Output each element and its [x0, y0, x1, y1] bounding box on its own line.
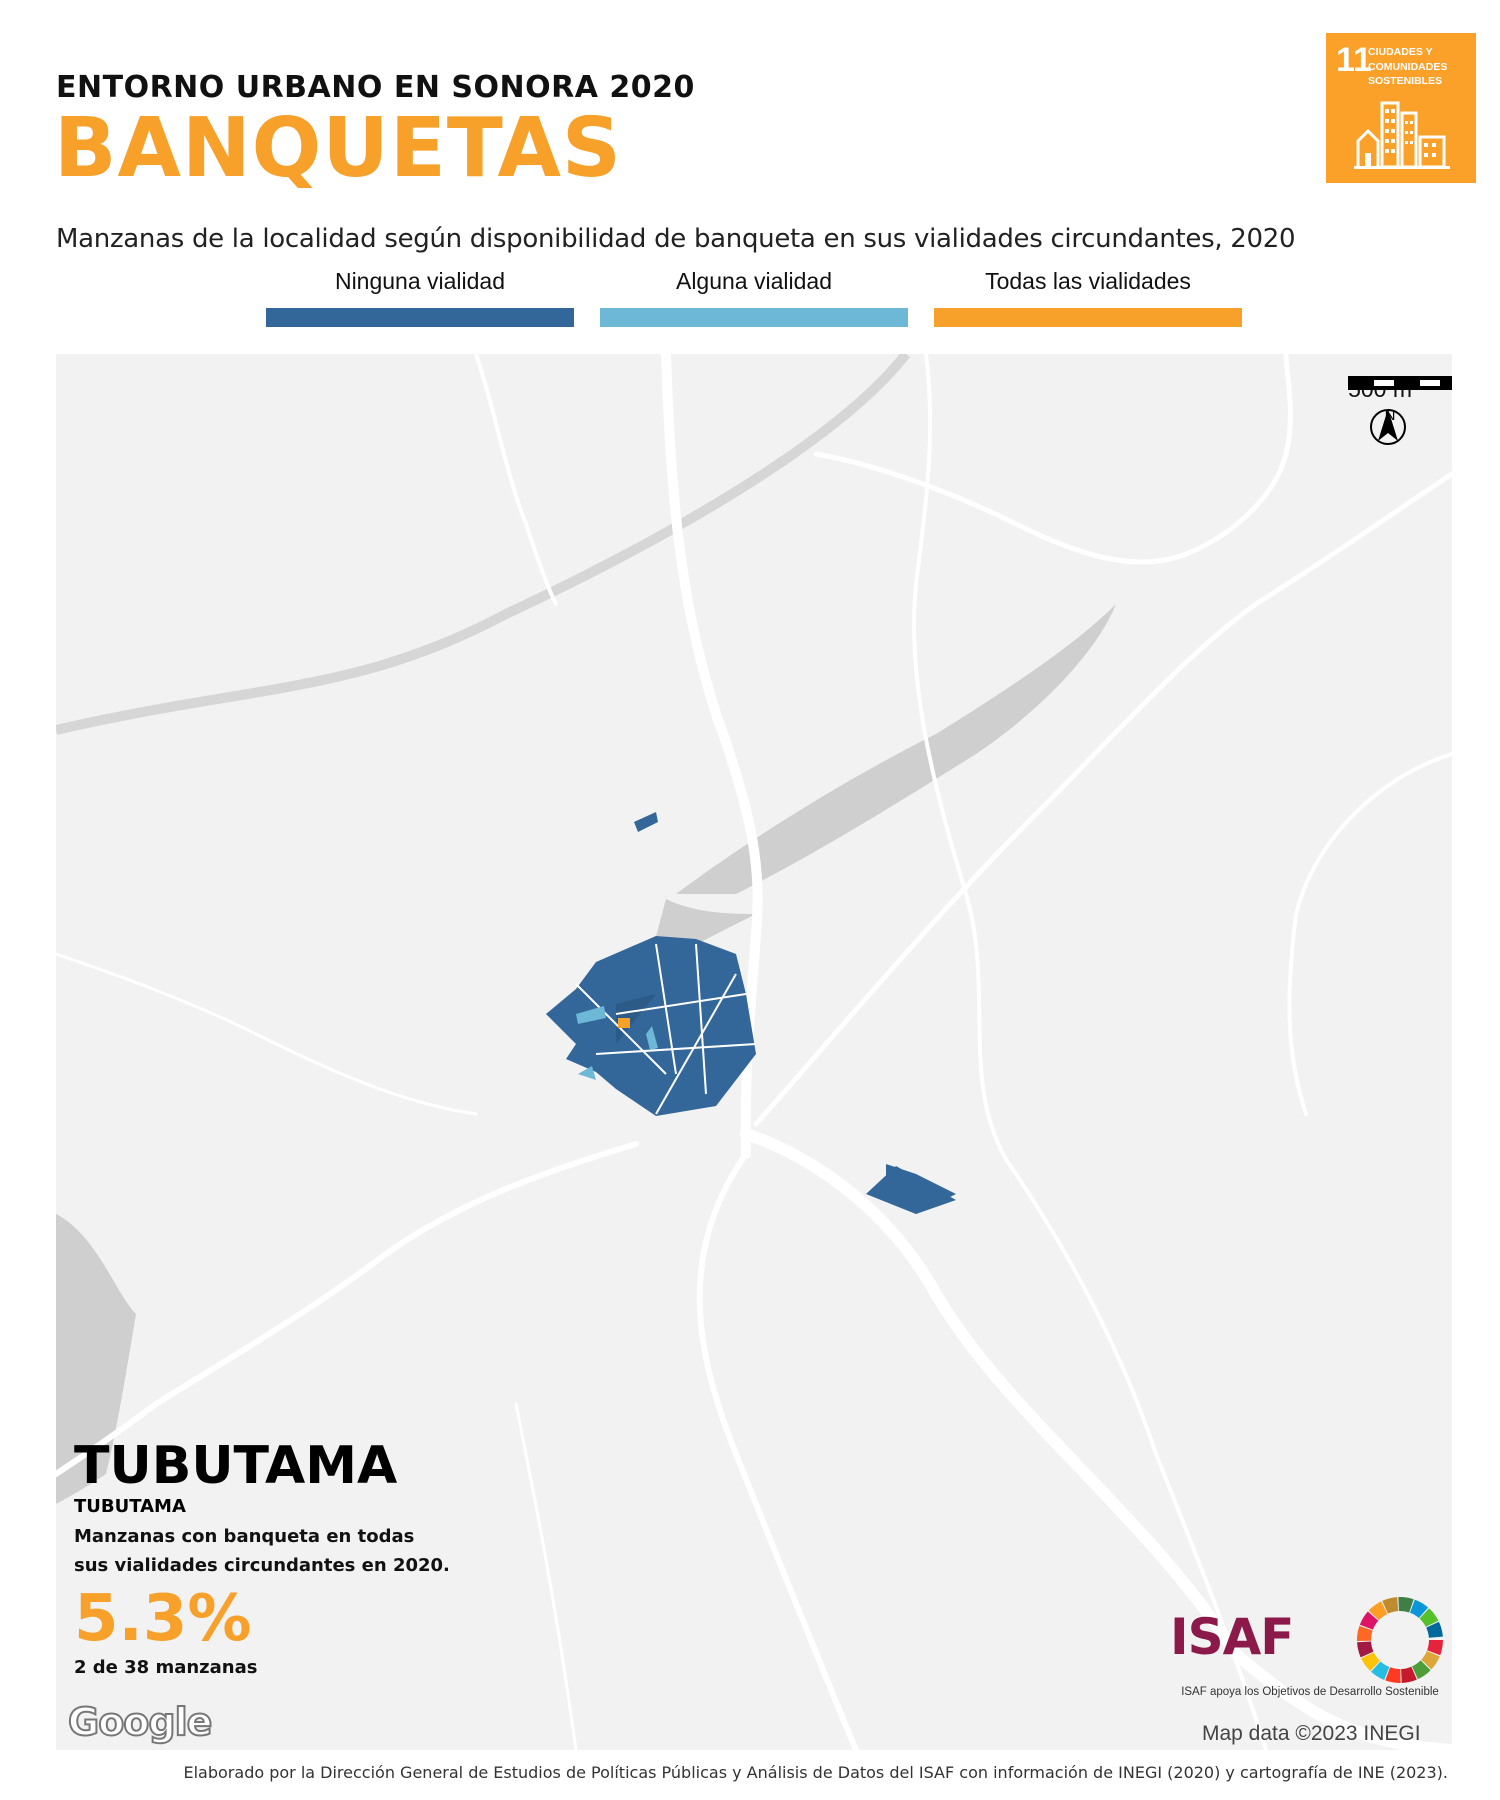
block	[646, 1026, 658, 1050]
locality-name: TUBUTAMA	[74, 1496, 186, 1517]
legend-label: Todas las vialidades	[985, 268, 1191, 294]
road	[912, 354, 1268, 1750]
map-canvas[interactable]	[56, 354, 1452, 1750]
block	[634, 812, 658, 832]
legend-label: Alguna vialidad	[675, 268, 832, 294]
block	[546, 936, 756, 1116]
map-subtitle: Manzanas de la localidad según disponibi…	[56, 224, 1296, 254]
footer-credit: Elaborado por la Dirección General de Es…	[183, 1763, 1449, 1782]
lake-area	[56, 1214, 136, 1504]
block	[866, 1166, 956, 1214]
legend-item-ninguna: Ninguna vialidad	[266, 268, 574, 327]
road	[753, 471, 1452, 1127]
sdg-wheel-icon	[1357, 1597, 1443, 1683]
road	[474, 354, 558, 606]
indicator-count: 2 de 38 manzanas	[74, 1656, 258, 1678]
isaf-logo-block: ISAF ISAF apoya los Objetivo	[1160, 1588, 1452, 1698]
legend-swatch	[934, 308, 1242, 327]
block	[616, 994, 656, 1044]
blocks-todas	[618, 1018, 630, 1028]
block	[576, 1006, 606, 1024]
indicator-percentage: 5.3%	[74, 1581, 252, 1656]
highway	[56, 354, 910, 735]
header-title: BANQUETAS	[54, 101, 622, 196]
road	[1287, 752, 1452, 1116]
legend-item-alguna: Alguna vialidad	[600, 268, 908, 327]
isaf-tagline: ISAF apoya los Objetivos de Desarrollo S…	[1181, 1686, 1439, 1698]
legend-label: Ninguna vialidad	[334, 268, 506, 294]
road	[56, 952, 478, 1116]
block	[578, 1066, 596, 1080]
sdg-number: 11	[1336, 41, 1372, 79]
main-road	[740, 1128, 1452, 1750]
road	[56, 1141, 639, 1477]
scale-bar: 500 m	[1348, 376, 1452, 403]
isaf-logo: ISAF	[1170, 1608, 1294, 1666]
legend-swatch	[266, 308, 574, 327]
river-area	[676, 604, 1116, 894]
city-buildings-icon	[1354, 101, 1450, 169]
locality-info: TUBUTAMA TUBUTAMA Manzanas con banqueta …	[74, 1440, 454, 1678]
road	[813, 354, 1293, 565]
google-logo: Google	[67, 1699, 213, 1745]
map-attribution: Map data ©2023 INEGI	[1202, 1722, 1421, 1745]
blocks-alguna	[576, 1006, 658, 1080]
north-arrow-icon	[1370, 409, 1406, 445]
north-arrow: N	[1368, 407, 1412, 445]
header-subtitle: ENTORNO URBANO EN SONORA 2020	[56, 70, 695, 105]
legend-item-todas: Todas las vialidades	[934, 268, 1242, 327]
scale-bar-graphic	[1348, 376, 1452, 390]
indicator-description: Manzanas con banqueta en todas sus viali…	[74, 1526, 450, 1576]
municipality-name: TUBUTAMA	[74, 1436, 398, 1496]
map-panel[interactable]: 500 m N TUBUTAMA TUBUTAMA Manzanas con b…	[56, 354, 1452, 1750]
sdg-text: CIUDADES Y COMUNIDADES SOSTENIBLES	[1368, 46, 1448, 88]
sdg-11-badge: 11 CIUDADES Y COMUNIDADES SOSTENIBLES	[1326, 33, 1476, 183]
road	[514, 1402, 578, 1750]
road	[696, 1151, 859, 1750]
legend-swatch	[600, 308, 908, 327]
block	[618, 1018, 630, 1028]
